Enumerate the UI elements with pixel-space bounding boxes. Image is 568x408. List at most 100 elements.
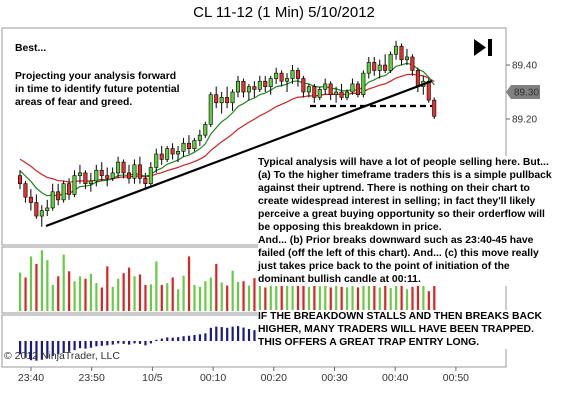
candle-body [361,72,366,96]
histogram-bar [89,341,93,348]
x-tick-label: 00:10 [200,372,226,384]
histogram-bar [226,327,229,341]
candle-body [301,78,306,93]
intro-note: Projecting your analysis forward in time… [15,71,180,108]
candle-body [372,62,377,71]
x-tick-label: 00:20 [261,372,287,384]
candle-body [203,124,208,136]
histogram-bar [138,341,142,344]
trend-line [45,79,433,228]
candle-body [426,80,431,101]
candle-body [88,180,93,184]
histogram-bar [78,341,82,349]
candle-body [236,80,241,93]
volume-bar [231,270,234,311]
candle-body [67,183,72,195]
volume-bar [356,287,360,311]
histogram-bar [182,336,185,341]
volume-bar [351,286,354,311]
histogram-bar [171,337,174,341]
candle-body [285,78,290,82]
histogram-bar [106,341,109,346]
candle-body [34,202,39,217]
histogram-bar [198,334,202,341]
histogram-bar [253,330,256,341]
volume-bar [40,250,43,311]
histogram-bar [100,341,103,346]
volume-bar [367,281,370,311]
volume-bar [226,285,229,311]
candle-body [28,196,33,203]
histogram-bar [122,341,125,344]
candle-body [432,99,437,117]
volume-bar [209,277,212,311]
candle-body [77,172,82,176]
volume-bar [62,254,65,311]
histogram-bar [73,341,76,351]
candle-body [143,177,148,184]
candle-body [350,83,355,93]
histogram-bar [247,329,251,341]
histogram-bar [46,341,49,358]
candle-body [110,172,115,179]
volume-bar [264,287,267,311]
volume-bar [24,277,27,311]
candle-body [39,210,44,217]
candle-body [219,97,224,104]
candle-body [246,86,251,93]
skip-forward-icon[interactable] [474,39,492,56]
volume-bar [275,275,278,311]
volume-bar [122,273,125,311]
volume-bar [433,284,436,311]
y-tick-label: 89.40 [512,61,537,72]
candle-body [257,80,262,90]
analysis-note: Typical analysis will have a lot of peop… [258,156,554,286]
histogram-bar [193,335,196,341]
histogram-bar [19,341,22,355]
volume-bar [204,281,207,311]
x-tick-label: 00:30 [321,372,347,384]
candle-body [154,153,159,168]
volume-bar [411,286,414,311]
volume-bar [258,280,261,311]
candle-body [312,86,317,98]
candle-body [339,91,344,98]
volume-bar [400,280,403,311]
candle-body [192,140,197,149]
candle-body [176,151,181,155]
candle-body [394,45,399,55]
volume-bar [51,284,54,311]
candle-body [334,91,339,96]
candle-body [17,175,22,184]
volume-bar [302,278,305,311]
histogram-bar [177,337,180,341]
candles [17,40,437,227]
volume-bar [106,266,109,311]
candle-body [263,80,268,87]
volume-bar [155,261,158,311]
x-tick-label: 00:40 [382,372,408,384]
candle-body [274,72,279,79]
histogram-bar [144,341,147,346]
histogram-bar [128,341,131,345]
volume-bar [182,275,185,311]
candle-body [165,148,170,160]
volume-bar [166,283,169,311]
volume-bar [19,272,22,311]
candle-body [72,175,77,195]
candle-body [328,83,333,96]
histogram-bar [40,341,43,360]
histogram-bar [220,327,223,341]
histogram-bar [187,335,191,341]
candle-body [323,83,328,90]
volume-bar [89,273,93,311]
chart-title: CL 11-12 (1 Min) 5/10/2012 [193,4,375,21]
histogram-bar [215,326,218,341]
volume-bar [242,281,245,311]
last-price-label: 89.30 [514,88,539,99]
volume-bar [171,277,174,311]
volume-bar [57,276,60,311]
histogram-bar [62,341,65,353]
volume-bar [346,287,349,311]
histogram-bar [117,341,120,344]
